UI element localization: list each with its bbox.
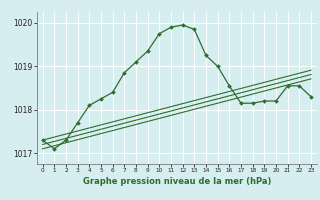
X-axis label: Graphe pression niveau de la mer (hPa): Graphe pression niveau de la mer (hPa) [83,177,271,186]
